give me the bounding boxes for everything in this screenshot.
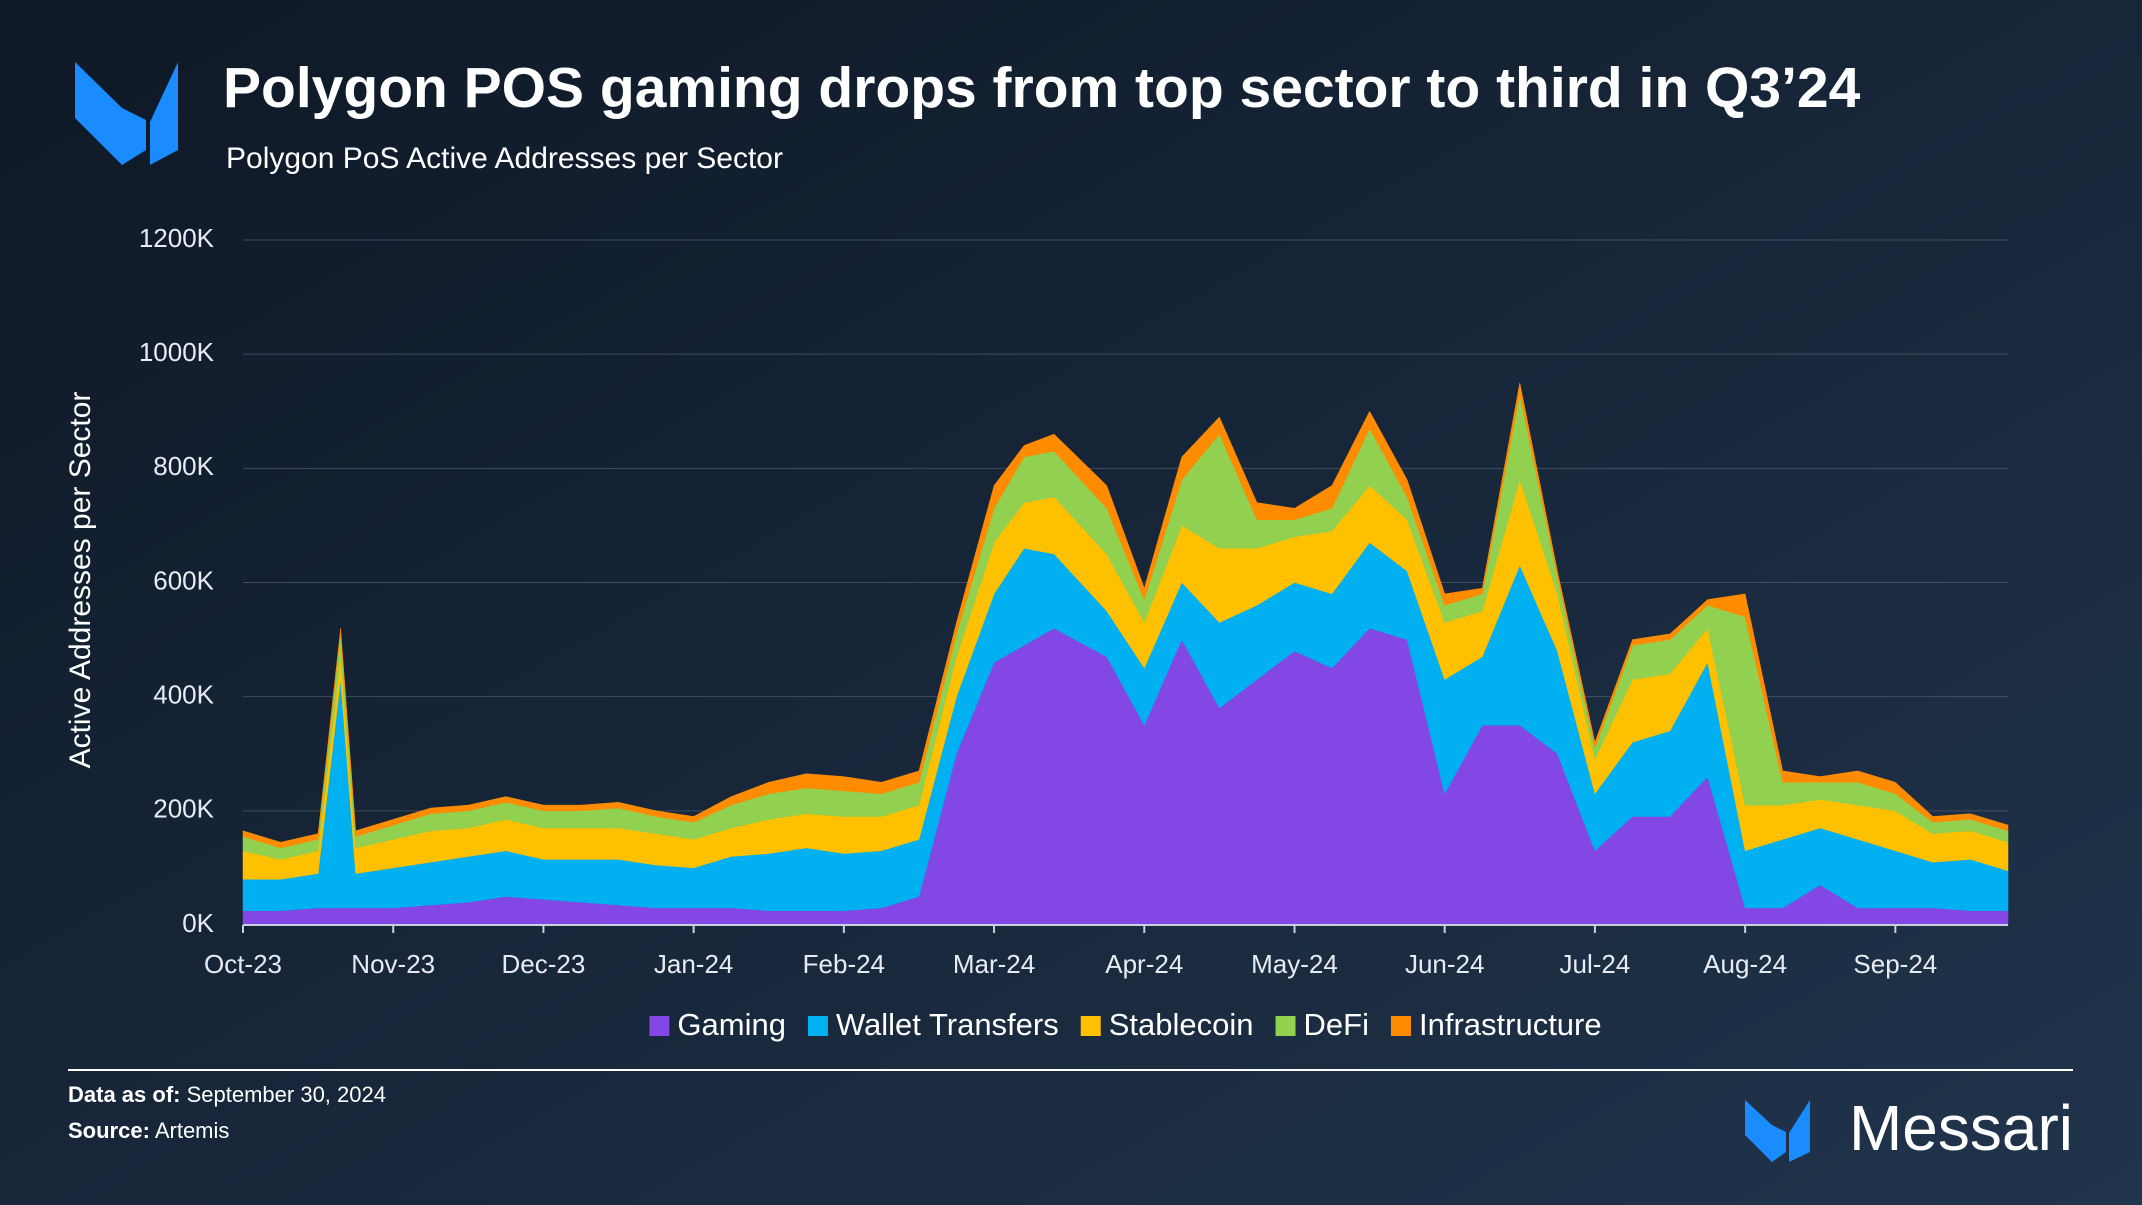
legend-item: Infrastructure [1390,1007,1602,1042]
area [242,382,2009,849]
x-tick-label: Jan-24 [654,949,734,979]
x-tick-label: Nov-23 [351,949,435,979]
legend-swatch [1390,1016,1411,1036]
chart-title: Polygon POS gaming drops from top sector… [223,56,1861,120]
legend-label: Stablecoin [1109,1007,1254,1042]
legend: Gaming Wallet Transfers Stablecoin DeFi Infr… [649,1007,1602,1042]
y-tick-label: 1200K [139,223,215,253]
footer-data-as-of: Data as of: September 30, 2024 [68,1082,386,1107]
x-tick-label: Apr-24 [1105,949,1183,979]
x-tick-label: Jun-24 [1405,949,1485,979]
brand-logo [1745,1100,1810,1162]
y-tick-label: 800K [153,451,214,481]
brand-name: Messari [1849,1092,2073,1164]
y-tick-label: 400K [153,680,214,710]
x-tick-label: Aug-24 [1703,949,1787,979]
data-as-of: September 30, 2024 [187,1082,386,1107]
x-tick-label: Sep-24 [1853,949,1937,979]
x-tick-label: Dec-23 [502,949,586,979]
y-tick-label: 0K [182,908,214,938]
y-axis-label: Active Addresses per Sector [64,392,97,769]
source-label: Source: [68,1118,150,1143]
x-tick-label: Mar-24 [953,949,1035,979]
legend-label: Infrastructure [1419,1007,1602,1042]
legend-swatch [649,1016,670,1036]
legend-label: Wallet Transfers [836,1007,1059,1042]
footer-source: Source: Artemis [68,1118,229,1143]
x-tick-label: Feb-24 [803,949,885,979]
legend-swatch [1080,1016,1101,1036]
data-as-of-label: Data as of: [68,1082,180,1107]
y-tick-label: 600K [153,565,214,595]
source: Artemis [155,1118,230,1143]
plot-area: 0K 200K 400K 600K 800K 1000K 1200K Oct-23 Nov-23… [139,223,2009,979]
legend-item: DeFi [1275,1007,1369,1042]
legend-item: Gaming [649,1007,786,1042]
legend-item: Stablecoin [1080,1007,1254,1042]
x-tick-label: Jul-24 [1560,949,1631,979]
legend-swatch [807,1016,828,1036]
legend-item: Wallet Transfers [807,1007,1059,1042]
logo [75,62,178,165]
legend-swatch [1275,1016,1296,1036]
legend-label: Gaming [677,1007,786,1042]
x-tick-label: Oct-23 [204,949,282,979]
legend-label: DeFi [1304,1007,1369,1042]
y-tick-label: 1000K [139,337,215,367]
chart-subtitle: Polygon PoS Active Addresses per Sector [226,142,783,175]
x-tick-label: May-24 [1251,949,1338,979]
y-tick-label: 200K [153,794,214,824]
